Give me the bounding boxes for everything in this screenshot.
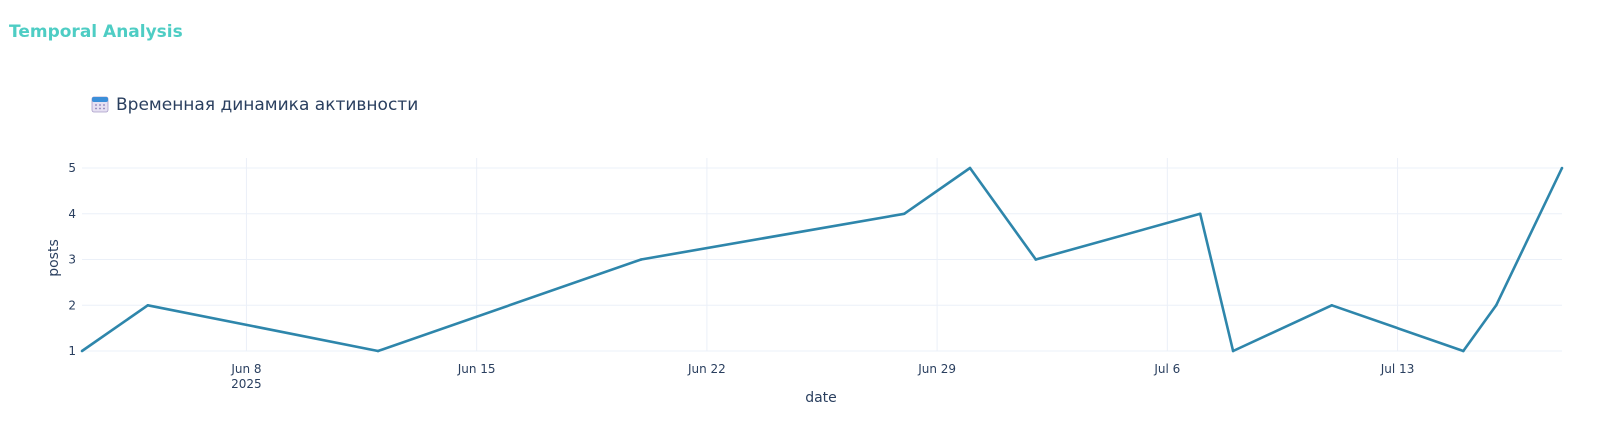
data-point[interactable] xyxy=(80,349,84,353)
y-tick-label: 4 xyxy=(68,207,76,221)
data-point[interactable] xyxy=(1462,349,1465,353)
y-tick-label: 5 xyxy=(68,161,76,175)
x-tick-label: Jul 13 xyxy=(1380,362,1415,376)
data-point[interactable] xyxy=(146,303,150,307)
data-point[interactable] xyxy=(1494,303,1498,307)
chart-series xyxy=(80,166,1564,353)
chart-title-group: Временная динамика активности xyxy=(91,95,418,115)
x-tick-label: Jun 8 xyxy=(230,362,261,376)
x-tick-label: Jun 22 xyxy=(687,362,726,376)
data-point[interactable] xyxy=(1560,166,1564,170)
section-heading: Temporal Analysis xyxy=(9,22,183,42)
chart-grid xyxy=(82,158,1562,352)
data-point[interactable] xyxy=(1330,303,1334,307)
data-point[interactable] xyxy=(1034,258,1038,261)
x-tick-label: Jun 29 xyxy=(917,362,956,376)
x-axis-title: date xyxy=(805,390,837,406)
data-point[interactable] xyxy=(1231,349,1235,353)
calendar-icon xyxy=(91,96,109,113)
data-point[interactable] xyxy=(639,258,643,261)
chart-title: Временная динамика активности xyxy=(116,95,418,115)
x-tick-year-label: 2025 xyxy=(231,377,262,391)
data-point[interactable] xyxy=(376,349,380,353)
data-point[interactable] xyxy=(968,166,972,170)
y-tick-label: 2 xyxy=(68,298,76,312)
x-tick-label: Jun 15 xyxy=(457,362,496,376)
data-point[interactable] xyxy=(1198,212,1202,216)
y-tick-label: 3 xyxy=(68,253,76,267)
y-axis-ticks: 1 2 3 4 5 xyxy=(68,161,76,358)
y-axis-title: posts xyxy=(46,239,62,277)
data-point[interactable] xyxy=(902,212,906,216)
x-tick-label: Jul 6 xyxy=(1153,362,1180,376)
y-tick-label: 1 xyxy=(68,344,76,358)
